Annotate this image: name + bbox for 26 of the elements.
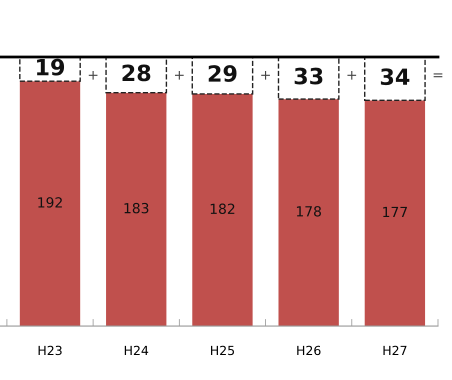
annotation: + xyxy=(174,70,184,80)
x-tick-label: H24 xyxy=(124,346,148,355)
data-label: 183 xyxy=(124,202,148,214)
data-label: 192 xyxy=(38,197,62,208)
x-tick-label: H26 xyxy=(297,346,321,356)
data-label: 29 xyxy=(208,65,236,82)
bar xyxy=(20,81,80,326)
bar xyxy=(192,94,253,326)
data-label: 177 xyxy=(383,206,407,218)
x-tick-label: H25 xyxy=(211,346,234,356)
x-tick-label: H27 xyxy=(383,346,406,355)
data-label: 33 xyxy=(294,68,322,84)
annotation: + xyxy=(347,70,356,80)
bar xyxy=(364,100,426,326)
bar xyxy=(364,57,426,102)
bar xyxy=(278,99,339,326)
data-label: 19 xyxy=(37,58,64,76)
annotation: = xyxy=(434,73,442,78)
data-label: 182 xyxy=(210,204,234,214)
bar xyxy=(106,92,166,326)
annotation: + xyxy=(261,70,270,80)
data-label: 34 xyxy=(380,68,410,86)
data-label: 178 xyxy=(296,206,321,217)
annotation: + xyxy=(88,70,98,80)
x-tick-label: H23 xyxy=(38,346,62,356)
data-label: 28 xyxy=(122,64,150,82)
